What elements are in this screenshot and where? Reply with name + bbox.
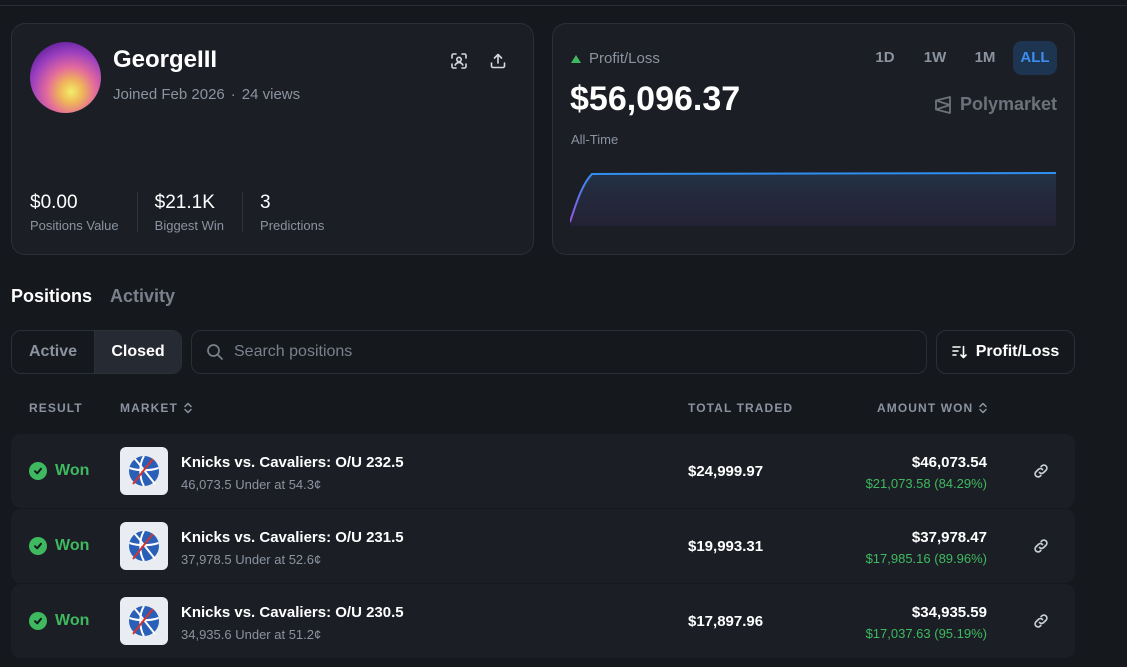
market-title[interactable]: Knicks vs. Cavaliers: O/U 232.5	[181, 454, 404, 471]
header-total-traded-label: TOTAL TRADED	[688, 401, 794, 415]
amount-won: $34,935.59	[911, 604, 987, 621]
stat-value: $0.00	[30, 192, 78, 213]
search-input[interactable]	[234, 343, 834, 361]
profit-loss-card: Profit/Loss $56,096.37 All-Time 1D 1W 1M…	[552, 23, 1075, 255]
result-badge: Won	[29, 462, 89, 480]
profit-gain: $17,037.63 (95.19%)	[865, 626, 987, 641]
pnl-label: Profit/Loss	[589, 50, 660, 67]
amount-won: $46,073.54	[911, 454, 987, 471]
range-1w-button[interactable]: 1W	[923, 49, 947, 66]
profile-meta: Joined Feb 2026 · 24 views	[113, 86, 300, 103]
positions-tabs: Positions Activity	[11, 286, 175, 307]
market-detail: 46,073.5 Under at 54.3¢	[181, 477, 322, 492]
polymarket-brand: Polymarket	[933, 94, 1057, 115]
amount-won: $37,978.47	[911, 529, 987, 546]
market-detail: 34,935.6 Under at 51.2¢	[181, 627, 322, 642]
table-row[interactable]: Won Knicks vs. Cavaliers: O/U 230.5 34,9…	[11, 584, 1075, 658]
pnl-chart	[570, 172, 1056, 226]
meta-separator: ·	[230, 86, 236, 103]
scan-icon	[451, 53, 467, 69]
stat-predictions: 3 Predictions	[260, 192, 342, 233]
basketball-icon	[120, 522, 168, 570]
joined-date: Joined Feb 2026	[113, 86, 225, 103]
stat-value: 3	[260, 192, 271, 213]
profit-gain: $17,985.16 (89.96%)	[865, 551, 987, 566]
avatar	[30, 42, 101, 113]
tab-positions[interactable]: Positions	[11, 286, 93, 306]
polymarket-label: Polymarket	[959, 94, 1057, 114]
scan-profile-button[interactable]	[448, 50, 470, 72]
status-filter: Active Closed	[11, 330, 182, 374]
result-label: Won	[55, 462, 90, 479]
pnl-chart-line	[570, 172, 1056, 223]
result-label: Won	[55, 612, 90, 629]
share-icon	[490, 53, 506, 69]
sort-updown-icon	[979, 402, 988, 414]
header-amount-won-label: AMOUNT WON	[877, 401, 974, 415]
search-box	[191, 330, 927, 374]
sort-button[interactable]: Profit/Loss	[936, 330, 1075, 374]
link-icon[interactable]	[1032, 612, 1050, 630]
stat-value: $21.1K	[154, 192, 215, 213]
stat-label: Predictions	[260, 218, 325, 233]
time-range-selector: 1D 1W 1M ALL	[863, 41, 1057, 75]
total-traded: $17,897.96	[688, 613, 764, 630]
profile-stats: $0.00 Positions Value $21.1K Biggest Win…	[30, 192, 359, 233]
market-detail: 37,978.5 Under at 52.6¢	[181, 552, 322, 567]
filter-closed-button[interactable]: Closed	[94, 331, 181, 373]
header-result: RESULT	[29, 401, 83, 415]
sort-updown-icon	[184, 402, 192, 414]
stat-label: Positions Value	[30, 218, 119, 233]
range-all-button[interactable]: ALL	[1013, 41, 1057, 75]
polymarket-logo-icon	[935, 95, 951, 114]
pnl-period: All-Time	[571, 132, 619, 147]
stat-label: Biggest Win	[154, 218, 225, 233]
check-circle-icon	[29, 612, 47, 630]
result-badge: Won	[29, 537, 89, 555]
total-traded: $19,993.31	[688, 538, 764, 555]
view-count: 24 views	[241, 86, 301, 103]
header-result-label: RESULT	[29, 401, 83, 415]
check-circle-icon	[29, 462, 47, 480]
header-total-traded: TOTAL TRADED	[688, 401, 793, 415]
sort-label: Profit/Loss	[975, 343, 1060, 360]
sort-icon	[951, 345, 967, 359]
check-circle-icon	[29, 537, 47, 555]
market-title[interactable]: Knicks vs. Cavaliers: O/U 231.5	[181, 529, 404, 546]
pnl-header: Profit/Loss	[571, 50, 660, 67]
total-traded: $24,999.97	[688, 463, 764, 480]
range-1d-button[interactable]: 1D	[875, 49, 895, 66]
basketball-icon	[120, 597, 168, 645]
filter-active-button[interactable]: Active	[29, 343, 78, 360]
pnl-chart-area	[570, 173, 1056, 226]
top-divider	[0, 5, 1127, 6]
pnl-value: $56,096.37	[570, 80, 741, 118]
stat-positions-value: $0.00 Positions Value	[30, 192, 138, 233]
link-icon[interactable]	[1032, 462, 1050, 480]
profit-gain: $21,073.58 (84.29%)	[865, 476, 987, 491]
share-button[interactable]	[487, 50, 509, 72]
result-badge: Won	[29, 612, 89, 630]
header-amount-won[interactable]: AMOUNT WON	[877, 401, 988, 415]
table-row[interactable]: Won Knicks vs. Cavaliers: O/U 232.5 46,0…	[11, 434, 1075, 508]
triangle-up-icon	[571, 54, 581, 63]
stat-biggest-win: $21.1K Biggest Win	[154, 192, 244, 233]
profile-card: GeorgeIII Joined Feb 2026 · 24 views $0.00…	[11, 23, 534, 255]
range-1m-button[interactable]: 1M	[974, 49, 996, 66]
search-icon	[207, 344, 223, 360]
result-label: Won	[55, 537, 90, 554]
header-market-label: MARKET	[120, 401, 178, 415]
market-title[interactable]: Knicks vs. Cavaliers: O/U 230.5	[181, 604, 404, 621]
header-market[interactable]: MARKET	[120, 401, 193, 415]
username: GeorgeIII	[113, 46, 218, 73]
tab-activity[interactable]: Activity	[110, 286, 176, 306]
basketball-icon	[120, 447, 168, 495]
table-row[interactable]: Won Knicks vs. Cavaliers: O/U 231.5 37,9…	[11, 509, 1075, 583]
link-icon[interactable]	[1032, 537, 1050, 555]
